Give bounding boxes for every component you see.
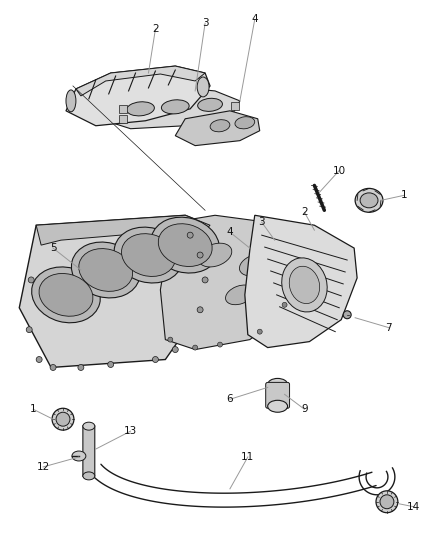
Ellipse shape (380, 495, 394, 508)
FancyBboxPatch shape (83, 425, 95, 477)
Text: 2: 2 (301, 207, 308, 217)
Text: 12: 12 (36, 462, 50, 472)
Ellipse shape (72, 451, 86, 461)
Ellipse shape (202, 277, 208, 283)
Ellipse shape (197, 77, 209, 97)
Ellipse shape (197, 252, 203, 258)
Text: 11: 11 (241, 452, 254, 462)
FancyBboxPatch shape (231, 102, 239, 110)
Polygon shape (101, 86, 240, 129)
Ellipse shape (355, 188, 383, 212)
Text: 4: 4 (226, 227, 233, 237)
Ellipse shape (56, 412, 70, 426)
Polygon shape (66, 66, 210, 126)
Ellipse shape (162, 100, 189, 114)
Text: 5: 5 (50, 243, 57, 253)
Text: 3: 3 (202, 18, 208, 28)
Ellipse shape (168, 337, 173, 342)
Ellipse shape (226, 285, 254, 305)
Ellipse shape (187, 232, 193, 238)
Ellipse shape (198, 243, 232, 267)
Ellipse shape (235, 117, 255, 129)
Polygon shape (19, 215, 210, 367)
Polygon shape (36, 215, 210, 245)
Ellipse shape (52, 408, 74, 430)
Ellipse shape (121, 233, 175, 277)
Text: 13: 13 (124, 426, 137, 436)
Ellipse shape (26, 327, 32, 333)
Ellipse shape (210, 120, 230, 132)
Ellipse shape (218, 342, 223, 347)
Ellipse shape (282, 302, 287, 308)
Ellipse shape (257, 329, 262, 334)
Ellipse shape (78, 365, 84, 370)
Ellipse shape (197, 307, 203, 313)
Ellipse shape (360, 193, 378, 208)
Ellipse shape (268, 378, 288, 390)
Ellipse shape (198, 98, 223, 111)
Ellipse shape (282, 258, 327, 312)
Ellipse shape (292, 268, 297, 272)
Ellipse shape (71, 242, 140, 298)
Polygon shape (245, 215, 357, 348)
FancyBboxPatch shape (119, 115, 127, 123)
FancyBboxPatch shape (266, 382, 290, 408)
Ellipse shape (79, 248, 133, 292)
Text: 1: 1 (400, 190, 407, 200)
Text: 1: 1 (30, 404, 36, 414)
Ellipse shape (289, 266, 320, 304)
Polygon shape (76, 66, 205, 96)
Ellipse shape (172, 346, 178, 352)
Ellipse shape (376, 491, 398, 513)
Ellipse shape (28, 277, 34, 283)
Ellipse shape (158, 224, 212, 266)
Ellipse shape (268, 400, 288, 412)
Polygon shape (175, 111, 260, 146)
Ellipse shape (240, 254, 270, 276)
Text: 2: 2 (152, 24, 159, 34)
Ellipse shape (193, 345, 198, 350)
Text: 9: 9 (301, 404, 308, 414)
Ellipse shape (83, 472, 95, 480)
FancyBboxPatch shape (119, 105, 127, 113)
Ellipse shape (32, 267, 100, 323)
Ellipse shape (152, 357, 159, 362)
Ellipse shape (50, 365, 56, 370)
Text: 6: 6 (226, 394, 233, 405)
Ellipse shape (66, 90, 76, 112)
Ellipse shape (151, 217, 219, 273)
Ellipse shape (108, 361, 114, 367)
Text: 4: 4 (251, 14, 258, 25)
Polygon shape (155, 215, 304, 350)
Text: 10: 10 (333, 166, 346, 175)
Text: 14: 14 (407, 502, 420, 512)
Text: 3: 3 (258, 217, 265, 227)
Ellipse shape (83, 422, 95, 430)
Ellipse shape (36, 357, 42, 362)
Ellipse shape (127, 102, 154, 116)
Ellipse shape (114, 227, 183, 283)
Ellipse shape (343, 311, 351, 319)
Text: 7: 7 (385, 322, 392, 333)
Ellipse shape (39, 273, 93, 316)
